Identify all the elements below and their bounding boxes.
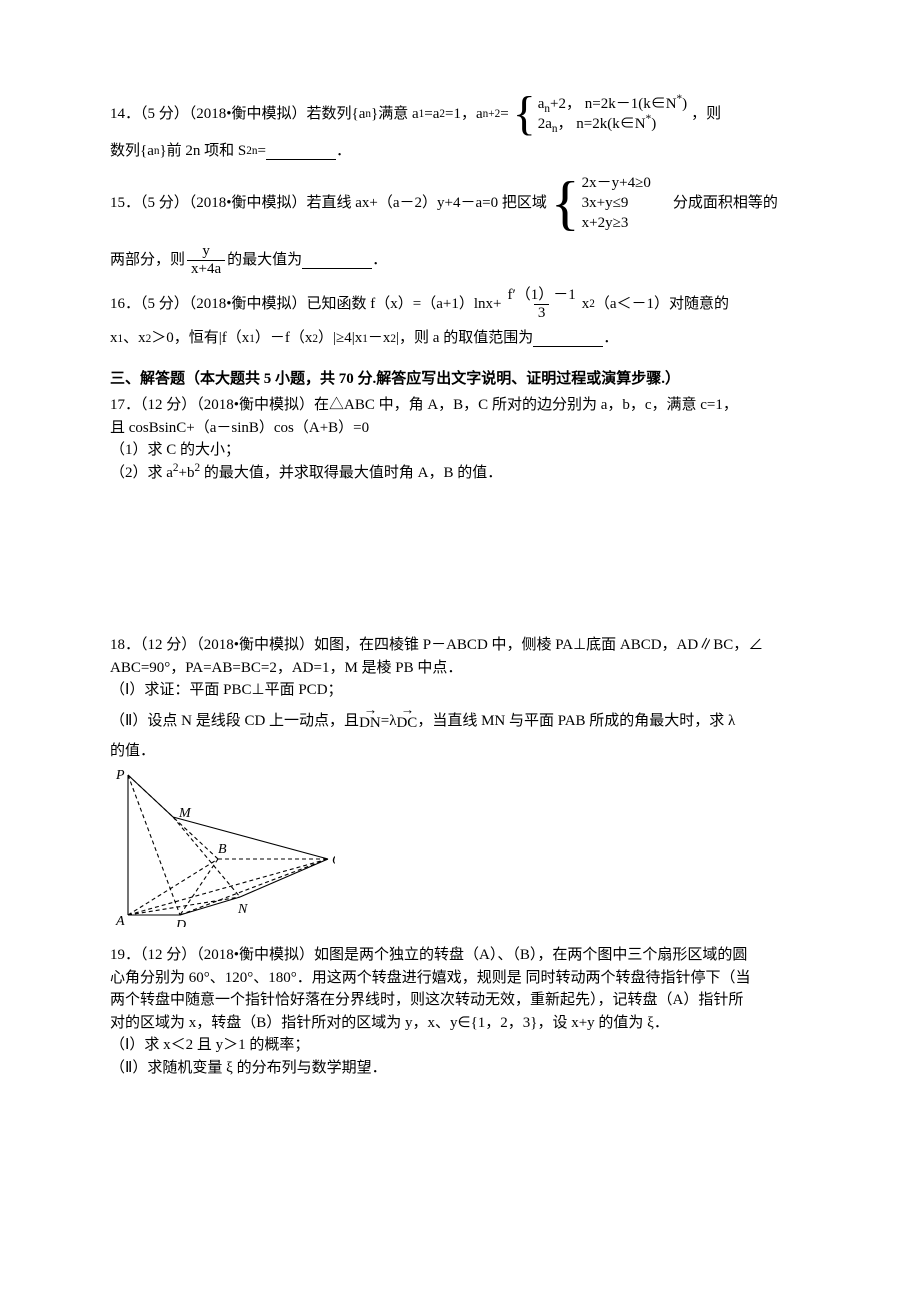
t: =λ [381, 710, 397, 733]
question-18: 18．（12 分）（2018•衡中模拟）如图，在四棱锥 P－ABCD 中，侧棱 … [110, 634, 820, 934]
q17-l2: 且 cosBsinC+（a－sinB）cos（A+B）=0 [110, 417, 820, 440]
q18-l3: （Ⅰ）求证：平面 PBC⊥平面 PCD； [110, 679, 820, 702]
question-14: 14．（5 分）（2018•衡中模拟）若数列{an}满意 a1=a2=1，an+… [110, 90, 820, 163]
brace-icon: { [513, 90, 536, 138]
t: +2， n=2k－1(k∈N [550, 96, 677, 112]
question-16: 16．（5 分）（2018•衡中模拟）已知函数 f（x）=（a+1）lnx+ f… [110, 287, 820, 350]
q19-l1: 19．（12 分）（2018•衡中模拟）如图是两个独立的转盘（A）、（B），在两… [110, 944, 820, 967]
svg-text:A: A [115, 914, 125, 927]
t: }满意 a [371, 103, 419, 126]
numerator: y [198, 243, 214, 260]
case3: x+2y≥3 [582, 213, 651, 233]
question-15: 15．（5 分）（2018•衡中模拟）若直线 ax+（a－2）y+4－a=0 把… [110, 173, 820, 278]
vector-dn: DN [359, 708, 381, 734]
svg-text:N: N [237, 902, 248, 917]
case2: 2an， n=2k(k∈N*) [538, 114, 687, 134]
t: |，则 a 的取值范围为 [396, 327, 533, 350]
q17-l4: （2）求 a2+b2 的最大值，并求取得最大值时角 A，B 的值． [110, 462, 820, 485]
t: ，则 [691, 103, 721, 126]
q19-l5: （Ⅰ）求 x＜2 且 y＞1 的概率； [110, 1034, 820, 1057]
fraction: y x+4a [187, 243, 225, 277]
question-19: 19．（12 分）（2018•衡中模拟）如图是两个独立的转盘（A）、（B），在两… [110, 944, 820, 1079]
spacer [110, 494, 820, 634]
t: ) [682, 96, 687, 112]
q18-figure: P A D B C M N [110, 767, 820, 935]
q18-l1: 18．（12 分）（2018•衡中模拟）如图，在四棱锥 P－ABCD 中，侧棱 … [110, 634, 820, 657]
t: －x [368, 327, 391, 350]
denominator: 3 [534, 304, 550, 322]
t: 数列{a [110, 140, 154, 163]
answer-blank[interactable] [266, 143, 336, 161]
t: =a [424, 103, 439, 126]
answer-blank[interactable] [533, 330, 603, 348]
q15-line1: 15．（5 分）（2018•衡中模拟）若直线 ax+（a－2）y+4－a=0 把… [110, 173, 820, 234]
t: ）－f（x [255, 327, 313, 350]
q14-cases: { an+2， n=2k－1(k∈N*) 2an， n=2k(k∈N*) [513, 90, 687, 138]
svg-text:M: M [178, 806, 192, 821]
q19-l4: 对的区域为 x，转盘（B）指针所对的区域为 y，x、y∈{1，2，3}，设 x+… [110, 1012, 820, 1035]
brace-icon: { [551, 174, 580, 232]
q14-line1: 14．（5 分）（2018•衡中模拟）若数列{an}满意 a1=a2=1，an+… [110, 90, 820, 138]
t: =1，a [445, 103, 483, 126]
answer-blank[interactable] [302, 252, 372, 270]
case1: an+2， n=2k－1(k∈N*) [538, 94, 687, 114]
t: 16．（5 分）（2018•衡中模拟）已知函数 f（x）=（a+1）lnx+ [110, 293, 501, 316]
svg-text:D: D [175, 918, 186, 927]
svg-text:C: C [332, 853, 335, 868]
q18-l4: （Ⅱ）设点 N 是线段 CD 上一动点，且 DN =λ DC ，当直线 MN 与… [110, 708, 820, 734]
q17-l3: （1）求 C 的大小； [110, 439, 820, 462]
q15-cases: { 2x－y+4≥0 3x+y≤9 x+2y≥3 [551, 173, 651, 234]
t: ＞0，恒有|f（x [151, 327, 249, 350]
t: }前 2n 项和 S [159, 140, 246, 163]
t: ）|≥4|x [318, 327, 362, 350]
case2: 3x+y≤9 [582, 193, 651, 213]
question-17: 17．（12 分）（2018•衡中模拟）在△ABC 中，角 A，B，C 所对的边… [110, 394, 820, 484]
fraction: f′（1）－1 3 [503, 287, 579, 321]
q17-l1: 17．（12 分）（2018•衡中模拟）在△ABC 中，角 A，B，C 所对的边… [110, 394, 820, 417]
t: = [500, 103, 508, 126]
t: x [110, 327, 118, 350]
t: 的最大值为 [227, 249, 302, 272]
pyramid-diagram: P A D B C M N [110, 767, 335, 927]
q14-line2: 数列{an}前 2n 项和 S2n=． [110, 140, 820, 163]
t: ，当直线 MN 与平面 PAB 所成的角最大时，求 λ [417, 710, 735, 733]
t: ． [336, 140, 351, 163]
t: ) [651, 116, 656, 132]
q19-l3: 两个转盘中随意一个指针恰好落在分界线时，则这次转动无效，重新起先），记转盘（A）… [110, 989, 820, 1012]
t: （2）求 a [110, 465, 173, 481]
t: ， n=2k(k∈N [558, 116, 646, 132]
t: ． [372, 249, 387, 272]
t: 14．（5 分）（2018•衡中模拟）若数列{a [110, 103, 365, 126]
q18-l2: ABC=90°，PA=AB=BC=2，AD=1，M 是棱 PB 中点． [110, 657, 820, 680]
denominator: x+4a [187, 260, 225, 278]
q19-l2: 心角分别为 60°、120°、180°．用这两个转盘进行嬉戏，规则是 同时转动两… [110, 967, 820, 990]
t: 分成面积相等的 [673, 192, 778, 215]
svg-text:B: B [218, 842, 227, 857]
t: ． [603, 327, 618, 350]
t: 2a [538, 116, 552, 132]
numerator: f′（1）－1 [503, 287, 579, 304]
t: x [582, 293, 590, 316]
t: 两部分，则 [110, 249, 185, 272]
q16-line1: 16．（5 分）（2018•衡中模拟）已知函数 f（x）=（a+1）lnx+ f… [110, 287, 820, 321]
svg-text:P: P [115, 768, 125, 783]
t: （Ⅱ）设点 N 是线段 CD 上一动点，且 [110, 710, 359, 733]
t: 、x [123, 327, 146, 350]
q18-l5: 的值． [110, 740, 820, 763]
t: = [258, 140, 266, 163]
t: 的最大值，并求取得最大值时角 A，B 的值． [200, 465, 502, 481]
q19-l6: （Ⅱ）求随机变量 ξ 的分布列与数学期望． [110, 1057, 820, 1080]
q16-line2: x1、x2＞0，恒有|f（x1）－f（x2）|≥4|x1－x2|，则 a 的取值… [110, 327, 820, 350]
t: +b [179, 465, 195, 481]
case1: 2x－y+4≥0 [582, 173, 651, 193]
vector-dc: DC [396, 708, 417, 734]
t: （a＜－1）对随意的 [595, 293, 729, 316]
t: 15．（5 分）（2018•衡中模拟）若直线 ax+（a－2）y+4－a=0 把… [110, 192, 547, 215]
q15-line2: 两部分，则 y x+4a 的最大值为 ． [110, 243, 820, 277]
section-3-heading: 三、解答题（本大题共 5 小题，共 70 分.解答应写出文字说明、证明过程或演算… [110, 368, 820, 391]
